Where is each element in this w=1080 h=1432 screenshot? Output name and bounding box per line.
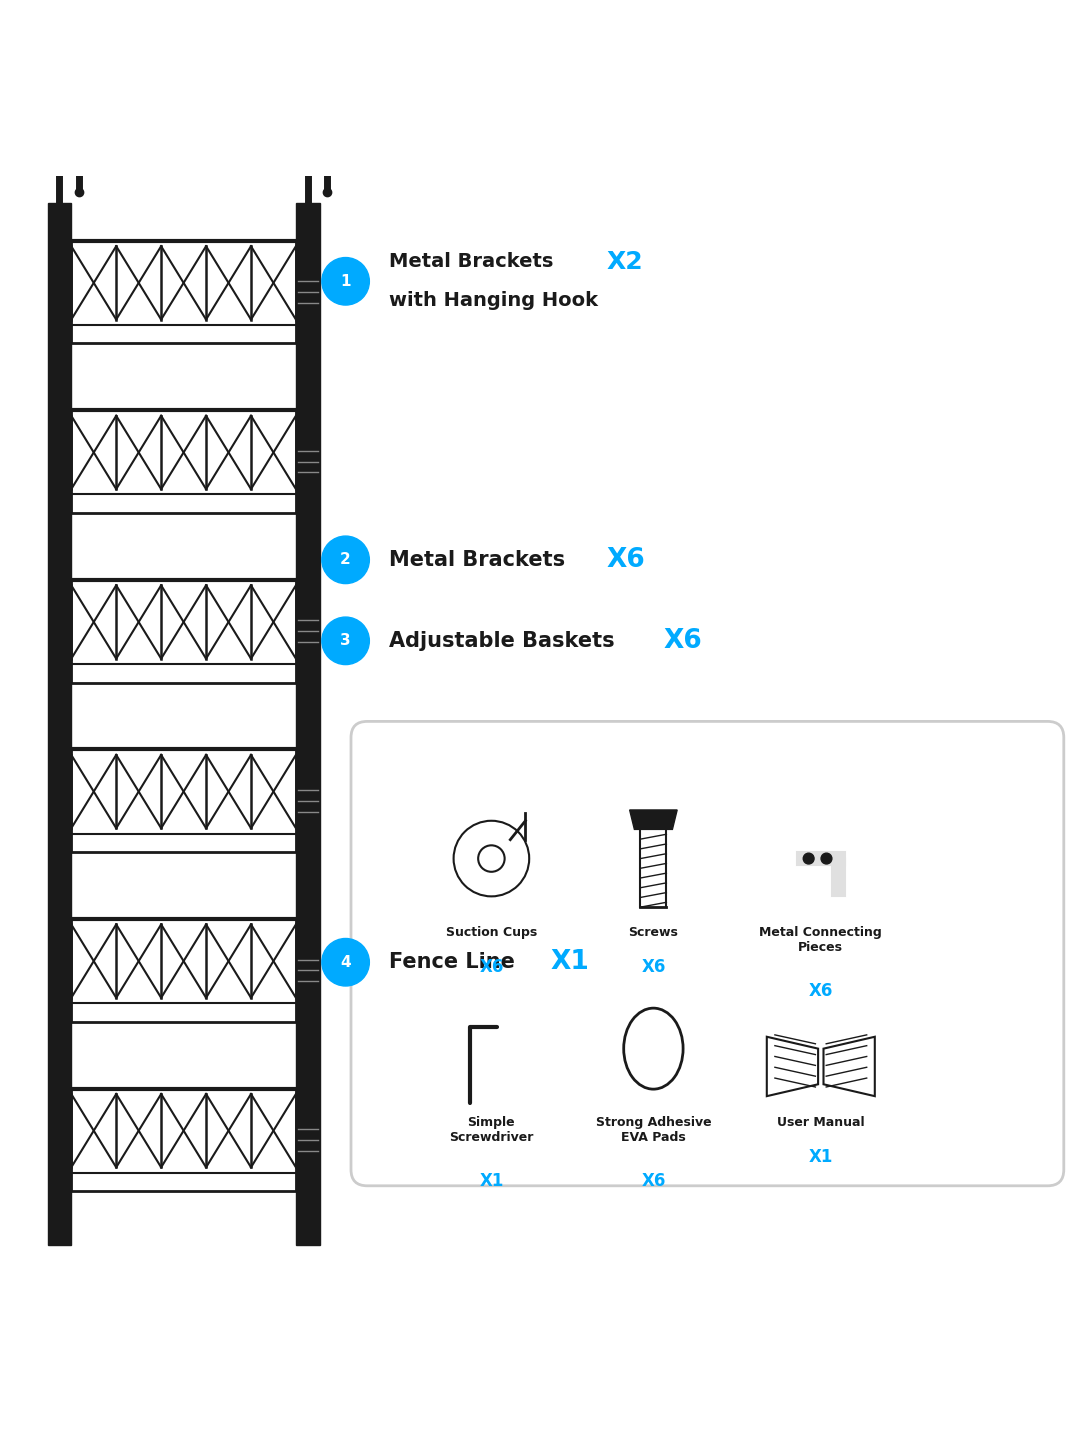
Text: 2: 2 (340, 553, 351, 567)
Text: X1: X1 (551, 949, 590, 975)
Text: 4: 4 (340, 955, 351, 969)
Text: Strong Adhesive
EVA Pads: Strong Adhesive EVA Pads (595, 1116, 712, 1144)
Text: X6: X6 (607, 547, 646, 573)
Bar (296, 203, 320, 1246)
Text: with Hanging Hook: with Hanging Hook (389, 291, 598, 311)
Bar (797, 852, 846, 865)
Circle shape (322, 617, 369, 664)
Text: Metal Connecting
Pieces: Metal Connecting Pieces (759, 925, 882, 954)
Text: 3: 3 (340, 633, 351, 649)
Text: Metal Brackets: Metal Brackets (389, 550, 565, 570)
Text: User Manual: User Manual (777, 1116, 865, 1128)
Circle shape (821, 853, 832, 863)
Text: 1: 1 (340, 274, 351, 289)
Polygon shape (630, 811, 677, 829)
Circle shape (804, 853, 814, 863)
Text: X6: X6 (480, 958, 503, 977)
Text: X1: X1 (480, 1171, 503, 1190)
Text: X1: X1 (809, 1148, 833, 1166)
Text: Adjustable Baskets: Adjustable Baskets (389, 632, 615, 650)
Text: X6: X6 (809, 982, 833, 1000)
Text: Fence Line: Fence Line (389, 952, 515, 972)
Text: Metal Brackets: Metal Brackets (389, 252, 553, 271)
Bar (48, 203, 71, 1246)
Bar (832, 859, 846, 896)
Text: X2: X2 (607, 249, 644, 274)
FancyBboxPatch shape (351, 722, 1064, 1186)
Circle shape (322, 536, 369, 584)
Text: X6: X6 (642, 1171, 665, 1190)
Text: Simple
Screwdriver: Simple Screwdriver (449, 1116, 534, 1144)
Text: X6: X6 (663, 627, 702, 654)
Text: Suction Cups: Suction Cups (446, 925, 537, 938)
Text: X6: X6 (642, 958, 665, 977)
Circle shape (322, 938, 369, 987)
Circle shape (322, 258, 369, 305)
Text: Screws: Screws (629, 925, 678, 938)
